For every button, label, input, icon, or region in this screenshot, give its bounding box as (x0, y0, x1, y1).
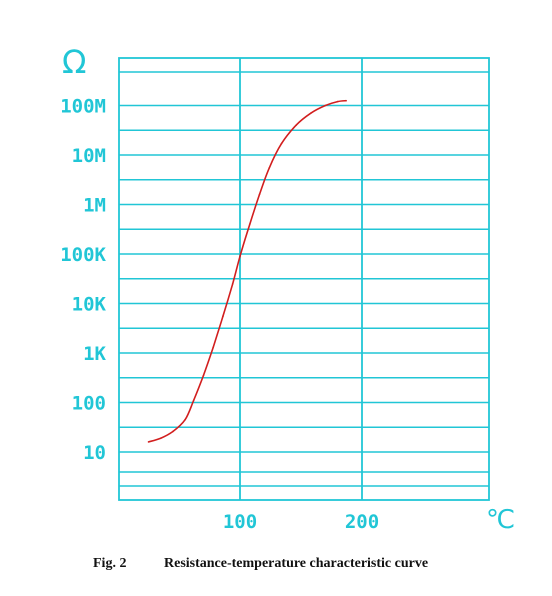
y-tick-label: 10 (83, 442, 106, 464)
data-point (309, 112, 312, 114)
data-point (212, 346, 214, 349)
x-axis-tick-labels: 100 200 (223, 511, 379, 533)
y-unit-label: Ω (62, 43, 86, 81)
data-points (147, 99, 347, 443)
data-point (159, 437, 162, 440)
y-tick-label: 100K (60, 244, 106, 266)
x-tick-label: 200 (345, 511, 379, 533)
data-point (239, 255, 241, 258)
y-tick-label: 100M (60, 96, 106, 118)
data-point (345, 99, 347, 102)
y-tick-label: 1M (83, 195, 106, 217)
data-point (184, 418, 186, 421)
data-point (202, 374, 205, 377)
y-tick-label: 1K (83, 343, 106, 365)
data-point (147, 441, 150, 443)
figure-number: Fig. 2 (93, 556, 127, 571)
data-point (248, 223, 251, 225)
data-point (258, 193, 261, 196)
x-tick-label: 100 (223, 511, 257, 533)
data-point (336, 100, 339, 103)
data-point (222, 315, 224, 318)
data-point (172, 430, 174, 433)
data-point (280, 142, 283, 145)
resistance-temperature-chart: 10 100 1K 10K 100K 1M 10M 100M 100 200 Ω ℃ (60, 43, 515, 535)
y-axis-tick-labels: 10 100 1K 10K 100K 1M 10M 100M (60, 96, 106, 465)
data-point (295, 124, 297, 126)
series-line (148, 99, 347, 443)
data-point (192, 399, 195, 402)
y-tick-label: 100 (72, 393, 106, 415)
y-tick-label: 10K (72, 294, 107, 316)
data-point (324, 104, 327, 107)
figure-title: Resistance-temperature characteristic cu… (164, 556, 429, 571)
data-point (231, 283, 234, 285)
data-point (268, 167, 271, 169)
grid (118, 57, 490, 501)
y-tick-label: 10M (72, 145, 106, 167)
x-unit-label: ℃ (486, 505, 515, 535)
